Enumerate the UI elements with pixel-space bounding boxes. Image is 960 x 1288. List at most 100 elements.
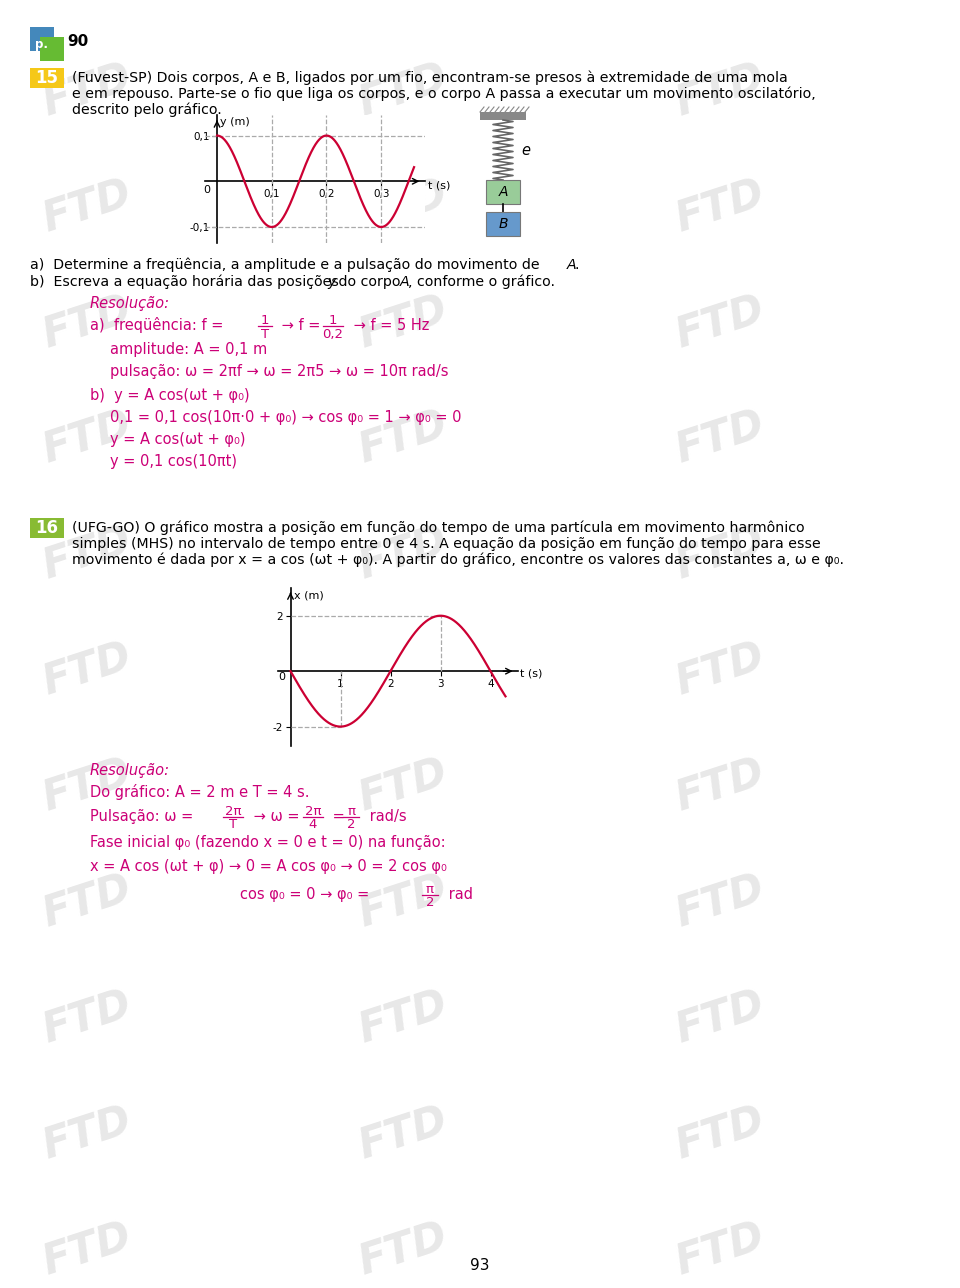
Text: 4: 4 <box>309 818 317 831</box>
Text: FTD: FTD <box>36 173 136 240</box>
Text: b)  y = A cos(ωt + φ₀): b) y = A cos(ωt + φ₀) <box>90 388 250 403</box>
Text: FTD: FTD <box>36 636 136 703</box>
Text: → f =: → f = <box>277 318 325 332</box>
Text: Resolução:: Resolução: <box>90 762 170 778</box>
Text: → ω =: → ω = <box>249 809 304 823</box>
Text: FTD: FTD <box>670 868 770 935</box>
Text: T: T <box>261 327 269 340</box>
Text: A: A <box>400 276 410 289</box>
Text: FTD: FTD <box>353 520 453 587</box>
Text: FTD: FTD <box>353 1216 453 1283</box>
Text: 0,2: 0,2 <box>323 327 344 340</box>
Text: FTD: FTD <box>353 984 453 1051</box>
Text: a)  Determine a freqüência, a amplitude e a pulsação do movimento de: a) Determine a freqüência, a amplitude e… <box>30 258 544 272</box>
Bar <box>30 27 54 52</box>
Text: 2π: 2π <box>225 805 241 818</box>
Text: e: e <box>521 143 530 157</box>
Text: FTD: FTD <box>36 1216 136 1283</box>
Text: FTD: FTD <box>353 868 453 935</box>
Text: FTD: FTD <box>670 404 770 471</box>
Text: FTD: FTD <box>353 173 453 240</box>
Text: FTD: FTD <box>353 404 453 471</box>
Text: 93: 93 <box>470 1257 490 1273</box>
Text: b)  Escreva a equação horária das posições: b) Escreva a equação horária das posiçõe… <box>30 274 344 290</box>
Text: FTD: FTD <box>36 1100 136 1167</box>
Text: FTD: FTD <box>36 404 136 471</box>
Bar <box>486 180 520 204</box>
Bar <box>486 213 520 236</box>
Text: FTD: FTD <box>670 57 770 124</box>
Text: 2: 2 <box>425 895 434 908</box>
Text: A: A <box>567 258 577 272</box>
Text: 15: 15 <box>36 70 59 88</box>
Text: t (s): t (s) <box>520 668 542 679</box>
Text: do corpo: do corpo <box>334 276 405 289</box>
Text: , conforme o gráfico.: , conforme o gráfico. <box>408 274 555 290</box>
Text: FTD: FTD <box>670 173 770 240</box>
Text: FTD: FTD <box>670 289 770 355</box>
Text: 90: 90 <box>67 33 88 49</box>
Text: x (m): x (m) <box>294 591 324 600</box>
Bar <box>30 68 64 88</box>
Text: rad/s: rad/s <box>365 809 407 823</box>
Text: rad: rad <box>444 886 473 902</box>
Text: FTD: FTD <box>36 984 136 1051</box>
Text: FTD: FTD <box>670 1100 770 1167</box>
Text: FTD: FTD <box>353 752 453 819</box>
Text: FTD: FTD <box>36 57 136 124</box>
Text: Pulsação: ω =: Pulsação: ω = <box>90 809 198 823</box>
Text: amplitude: A = 0,1 m: amplitude: A = 0,1 m <box>110 341 267 357</box>
Text: e em repouso. Parte-se o fio que liga os corpos, e o corpo A passa a executar um: e em repouso. Parte-se o fio que liga os… <box>72 86 816 102</box>
Text: FTD: FTD <box>36 868 136 935</box>
Text: =: = <box>328 809 349 823</box>
Text: p.: p. <box>36 37 49 50</box>
Text: → f = 5 Hz: → f = 5 Hz <box>349 318 429 332</box>
Text: 16: 16 <box>36 519 59 537</box>
Text: FTD: FTD <box>353 289 453 355</box>
Text: FTD: FTD <box>353 57 453 124</box>
Text: t (s): t (s) <box>428 180 450 191</box>
Text: FTD: FTD <box>670 984 770 1051</box>
Text: 1: 1 <box>328 313 337 326</box>
Text: pulsação: ω = 2πf → ω = 2π5 → ω = 10π rad/s: pulsação: ω = 2πf → ω = 2π5 → ω = 10π ra… <box>110 363 448 379</box>
Text: y = A cos(ωt + φ₀): y = A cos(ωt + φ₀) <box>110 431 246 447</box>
Bar <box>40 37 64 61</box>
Text: 0: 0 <box>204 184 210 194</box>
Text: movimento é dada por x = a cos (ωt + φ₀). A partir do gráfico, encontre os valor: movimento é dada por x = a cos (ωt + φ₀)… <box>72 553 844 567</box>
Text: y: y <box>327 276 335 289</box>
Text: a)  freqüência: f =: a) freqüência: f = <box>90 317 228 334</box>
Text: FTD: FTD <box>36 752 136 819</box>
Text: 2π: 2π <box>304 805 322 818</box>
Text: y (m): y (m) <box>220 117 250 128</box>
Text: B: B <box>498 216 508 231</box>
Text: π: π <box>347 805 355 818</box>
Text: π: π <box>426 882 434 895</box>
Text: FTD: FTD <box>670 1216 770 1283</box>
Text: FTD: FTD <box>353 1100 453 1167</box>
Text: simples (MHS) no intervalo de tempo entre 0 e 4 s. A equação da posição em funçã: simples (MHS) no intervalo de tempo entr… <box>72 537 821 551</box>
Text: FTD: FTD <box>670 636 770 703</box>
Text: FTD: FTD <box>670 752 770 819</box>
Text: x = A cos (ωt + φ) → 0 = A cos φ₀ → 0 = 2 cos φ₀: x = A cos (ωt + φ) → 0 = A cos φ₀ → 0 = … <box>90 859 446 873</box>
Text: FTD: FTD <box>36 520 136 587</box>
Bar <box>480 112 526 120</box>
Text: Fase inicial φ₀ (fazendo x = 0 e t = 0) na função:: Fase inicial φ₀ (fazendo x = 0 e t = 0) … <box>90 835 445 850</box>
Text: .: . <box>575 258 580 272</box>
Text: Resolução:: Resolução: <box>90 295 170 310</box>
Text: (Fuvest-SP) Dois corpos, A e B, ligados por um fio, encontram-se presos à extrem: (Fuvest-SP) Dois corpos, A e B, ligados … <box>72 71 788 85</box>
Text: T: T <box>228 818 237 831</box>
Text: Do gráfico: A = 2 m e T = 4 s.: Do gráfico: A = 2 m e T = 4 s. <box>90 784 309 800</box>
Text: descrito pelo gráfico.: descrito pelo gráfico. <box>72 103 222 117</box>
Text: 2: 2 <box>347 818 355 831</box>
Text: FTD: FTD <box>670 520 770 587</box>
Bar <box>30 518 64 538</box>
Text: (UFG-GO) O gráfico mostra a posição em função do tempo de uma partícula em movim: (UFG-GO) O gráfico mostra a posição em f… <box>72 520 804 536</box>
Text: cos φ₀ = 0 → φ₀ =: cos φ₀ = 0 → φ₀ = <box>240 886 373 902</box>
Text: 0: 0 <box>278 672 285 683</box>
Text: y = 0,1 cos(10πt): y = 0,1 cos(10πt) <box>110 453 237 469</box>
Text: 1: 1 <box>261 313 269 326</box>
Text: A: A <box>498 185 508 200</box>
Text: FTD: FTD <box>36 289 136 355</box>
Text: 0,1 = 0,1 cos(10π·0 + φ₀) → cos φ₀ = 1 → φ₀ = 0: 0,1 = 0,1 cos(10π·0 + φ₀) → cos φ₀ = 1 →… <box>110 410 462 425</box>
Text: FTD: FTD <box>353 636 453 703</box>
